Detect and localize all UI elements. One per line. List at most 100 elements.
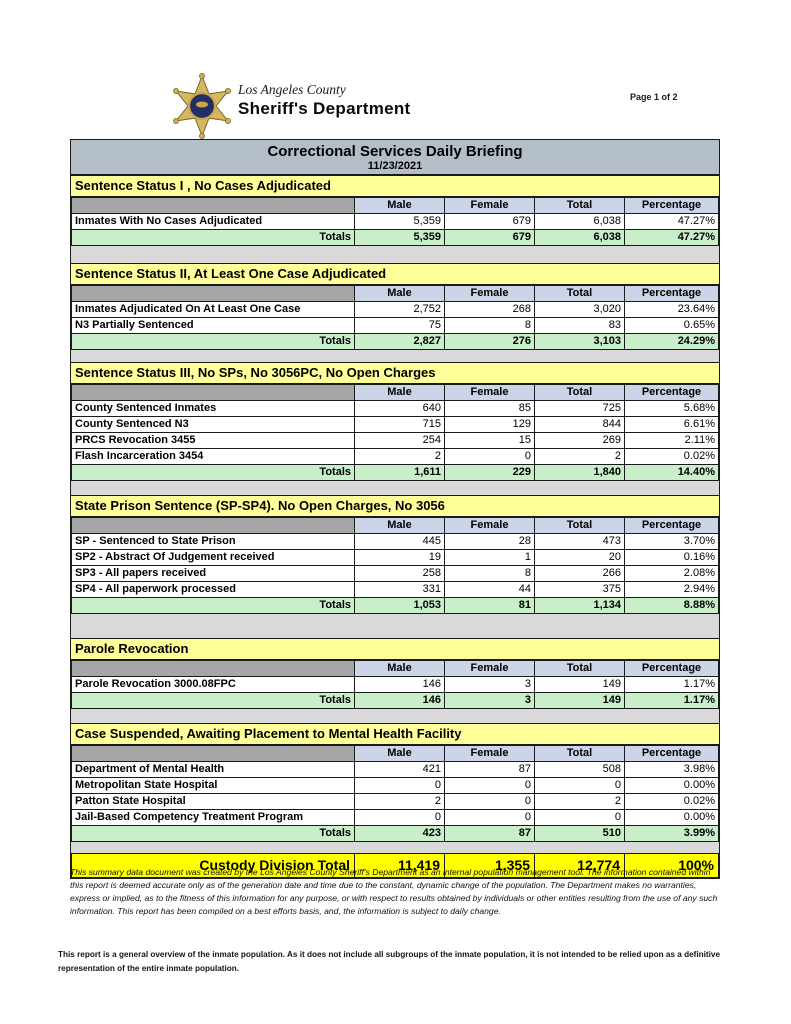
report-title: Correctional Services Daily Briefing xyxy=(267,143,523,160)
section-parole-revocation: Parole Revocation Male Female Total Perc… xyxy=(71,638,719,709)
column-header-row: Male Female Total Percentage xyxy=(71,660,719,677)
totals-total: 6,038 xyxy=(534,229,625,246)
report-date: 11/23/2021 xyxy=(367,160,423,172)
totals-percentage: 47.27% xyxy=(624,229,719,246)
totals-total: 1,840 xyxy=(534,464,625,481)
totals-percentage: 1.17% xyxy=(624,692,719,709)
table-row: Jail-Based Competency Treatment Program … xyxy=(71,809,719,826)
section-title: Sentence Status III, No SPs, No 3056PC, … xyxy=(71,363,719,384)
custody-division-total-row: Custody Division Total 11,419 1,355 12,7… xyxy=(71,853,719,878)
totals-row: Totals 146 3 149 1.17% xyxy=(71,692,719,709)
column-header-row: Male Female Total Percentage xyxy=(71,745,719,762)
col-percentage: Percentage xyxy=(624,517,719,534)
cell-total: 725 xyxy=(534,400,625,417)
cell-female: 129 xyxy=(444,416,535,433)
totals-female: 81 xyxy=(444,597,535,614)
grand-total-label: Custody Division Total xyxy=(71,853,355,878)
section-table: Male Female Total Percentage Inmates Adj… xyxy=(71,285,719,350)
totals-label: Totals xyxy=(71,229,355,246)
table-row: Patton State Hospital 2 0 2 0.02% xyxy=(71,793,719,810)
cell-percentage: 0.65% xyxy=(624,317,719,334)
cell-percentage: 6.61% xyxy=(624,416,719,433)
row-label: County Sentenced Inmates xyxy=(71,400,355,417)
cell-percentage: 23.64% xyxy=(624,301,719,318)
page-number: Page 1 of 2 xyxy=(630,92,678,102)
cell-percentage: 0.16% xyxy=(624,549,719,566)
col-percentage: Percentage xyxy=(624,285,719,302)
section-table: Male Female Total Percentage Parole Revo… xyxy=(71,660,719,709)
table-row: County Sentenced Inmates 640 85 725 5.68… xyxy=(71,400,719,417)
table-row: Inmates With No Cases Adjudicated 5,359 … xyxy=(71,213,719,230)
cell-total: 149 xyxy=(534,676,625,693)
cell-female: 8 xyxy=(444,317,535,334)
totals-label: Totals xyxy=(71,464,355,481)
section-gap xyxy=(71,481,719,495)
totals-percentage: 8.88% xyxy=(624,597,719,614)
cell-male: 0 xyxy=(354,809,445,826)
grand-total-percentage: 100% xyxy=(624,853,719,878)
cell-male: 715 xyxy=(354,416,445,433)
totals-row: Totals 2,827 276 3,103 24.29% xyxy=(71,333,719,350)
totals-female: 87 xyxy=(444,825,535,842)
table-row: SP - Sentenced to State Prison 445 28 47… xyxy=(71,533,719,550)
row-label: SP2 - Abstract Of Judgement received xyxy=(71,549,355,566)
cell-female: 0 xyxy=(444,793,535,810)
col-female: Female xyxy=(444,384,535,401)
row-label: SP4 - All paperwork processed xyxy=(71,581,355,598)
col-total: Total xyxy=(534,745,625,762)
section-title: Sentence Status II, At Least One Case Ad… xyxy=(71,264,719,285)
disclaimer-text: This summary data document was created b… xyxy=(70,867,718,916)
stub-cell xyxy=(71,517,355,534)
grand-total-total: 12,774 xyxy=(534,853,625,878)
sheriff-badge-icon xyxy=(173,73,231,141)
row-label: Inmates With No Cases Adjudicated xyxy=(71,213,355,230)
row-label: SP3 - All papers received xyxy=(71,565,355,582)
cell-total: 508 xyxy=(534,761,625,778)
cell-female: 0 xyxy=(444,809,535,826)
cell-female: 28 xyxy=(444,533,535,550)
section-table: Male Female Total Percentage Department … xyxy=(71,745,719,842)
cell-male: 146 xyxy=(354,676,445,693)
totals-male: 1,053 xyxy=(354,597,445,614)
letterhead: Los Angeles County Sheriff's Department xyxy=(238,82,411,119)
table-row: PRCS Revocation 3455 254 15 269 2.11% xyxy=(71,432,719,449)
cell-total: 6,038 xyxy=(534,213,625,230)
section-gap xyxy=(71,350,719,362)
row-label: Flash Incarceration 3454 xyxy=(71,448,355,465)
report-title-bar: Correctional Services Daily Briefing 11/… xyxy=(71,140,719,175)
table-row: SP2 - Abstract Of Judgement received 19 … xyxy=(71,549,719,566)
cell-total: 0 xyxy=(534,777,625,794)
totals-percentage: 3.99% xyxy=(624,825,719,842)
table-row: Metropolitan State Hospital 0 0 0 0.00% xyxy=(71,777,719,794)
col-female: Female xyxy=(444,285,535,302)
row-label: N3 Partially Sentenced xyxy=(71,317,355,334)
cell-percentage: 0.00% xyxy=(624,809,719,826)
totals-male: 1,611 xyxy=(354,464,445,481)
col-total: Total xyxy=(534,384,625,401)
totals-row: Totals 1,611 229 1,840 14.40% xyxy=(71,464,719,481)
totals-row: Totals 1,053 81 1,134 8.88% xyxy=(71,597,719,614)
table-row: Flash Incarceration 3454 2 0 2 0.02% xyxy=(71,448,719,465)
column-header-row: Male Female Total Percentage xyxy=(71,384,719,401)
totals-percentage: 14.40% xyxy=(624,464,719,481)
cell-total: 2 xyxy=(534,793,625,810)
cell-total: 0 xyxy=(534,809,625,826)
letterhead-county: Los Angeles County xyxy=(238,82,346,97)
col-male: Male xyxy=(354,197,445,214)
totals-total: 1,134 xyxy=(534,597,625,614)
cell-male: 331 xyxy=(354,581,445,598)
cell-male: 254 xyxy=(354,432,445,449)
col-percentage: Percentage xyxy=(624,384,719,401)
section-sentence-status-1: Sentence Status I , No Cases Adjudicated… xyxy=(71,175,719,246)
cell-total: 375 xyxy=(534,581,625,598)
stub-cell xyxy=(71,745,355,762)
column-header-row: Male Female Total Percentage xyxy=(71,517,719,534)
cell-female: 15 xyxy=(444,432,535,449)
section-gap xyxy=(71,246,719,263)
totals-label: Totals xyxy=(71,692,355,709)
table-row: County Sentenced N3 715 129 844 6.61% xyxy=(71,416,719,433)
col-percentage: Percentage xyxy=(624,745,719,762)
col-male: Male xyxy=(354,660,445,677)
table-row: Department of Mental Health 421 87 508 3… xyxy=(71,761,719,778)
totals-total: 149 xyxy=(534,692,625,709)
